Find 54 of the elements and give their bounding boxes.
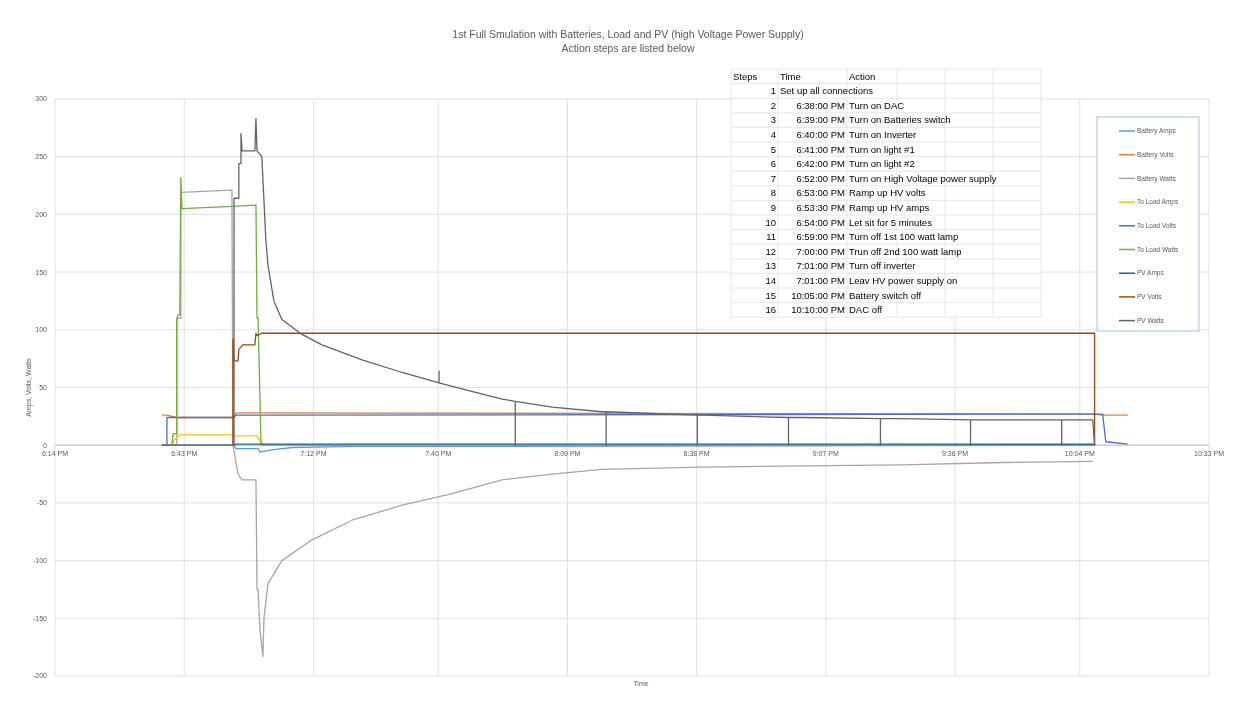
annotation: 6:59:00 PM: [796, 231, 846, 243]
chart-title: 1st Full Smulation with Batteries, Load and PV (high Voltage Power Supply): [452, 28, 804, 40]
text: 1: [770, 85, 776, 97]
annotation: 14: [765, 275, 776, 287]
annotation: 8: [770, 187, 776, 199]
annotation: 15: [765, 289, 776, 301]
line-series: [232, 332, 1096, 446]
annotation: 12: [765, 245, 776, 257]
annotation: 5: [770, 143, 776, 155]
annotation: Turn on light #2: [849, 158, 915, 170]
annotation: 6:42:00 PM: [796, 158, 846, 170]
annotation: 6:52:00 PM: [796, 172, 846, 184]
annotation: Turn off inverter: [849, 260, 916, 272]
annotation: Trun off 2nd 100 watt lamp: [849, 245, 962, 257]
text: Steps: [733, 70, 758, 82]
annotation: Turn off 1st 100 watt lamp: [849, 231, 959, 243]
annotation: Turn on DAC: [849, 99, 905, 111]
annotation: Leav HV power supply on: [849, 275, 958, 287]
annotation: Turn on Inverter: [849, 129, 917, 141]
annotation: 10:10:00 PM: [791, 304, 846, 316]
annotation: 6:53:00 PM: [796, 187, 846, 199]
annotation: 7: [770, 172, 776, 184]
annotation: 6:39:00 PM: [796, 114, 846, 126]
annotation: Battery switch off: [849, 289, 922, 301]
annotation: 7:01:00 PM: [796, 275, 846, 287]
annotation: 6:54:00 PM: [796, 216, 846, 228]
annotation: DAC off: [849, 304, 883, 316]
annotation: 13: [765, 260, 776, 272]
annotation: 9: [770, 202, 776, 214]
annotation: Let sit for 5 minutes: [849, 216, 933, 228]
annotation: 6:41:00 PM: [796, 143, 846, 155]
annotation: Ramp up HV amps: [849, 202, 930, 214]
annotation: Turn on High Voltage power supply: [849, 172, 997, 184]
chart-subtitle: Action steps are listed below: [561, 42, 695, 54]
annotation: Turn on Batteries switch: [849, 114, 951, 126]
annotation: 2: [770, 99, 776, 111]
annotation: Turn on light #1: [849, 143, 915, 155]
annotation: 16: [765, 304, 776, 316]
annotation: 6: [770, 158, 776, 170]
annotation: 7:00:00 PM: [796, 245, 846, 257]
annotation: 6:38:00 PM: [796, 99, 846, 111]
annotation: Ramp up HV volts: [849, 187, 926, 199]
annotation: 11: [766, 231, 776, 243]
text: Time: [780, 70, 801, 82]
annotation: 3: [770, 114, 776, 126]
annotation: 7:01:00 PM: [796, 260, 846, 272]
annotation: 10: [765, 216, 776, 228]
annotation: 6:53:30 PM: [796, 202, 846, 214]
line-series: [161, 117, 1096, 446]
text: Set up all connections: [780, 85, 874, 97]
text: Action: [849, 70, 876, 82]
annotation: 10:05:00 PM: [791, 289, 846, 301]
annotation: 6:40:00 PM: [796, 129, 846, 141]
annotation: 4: [770, 129, 776, 141]
